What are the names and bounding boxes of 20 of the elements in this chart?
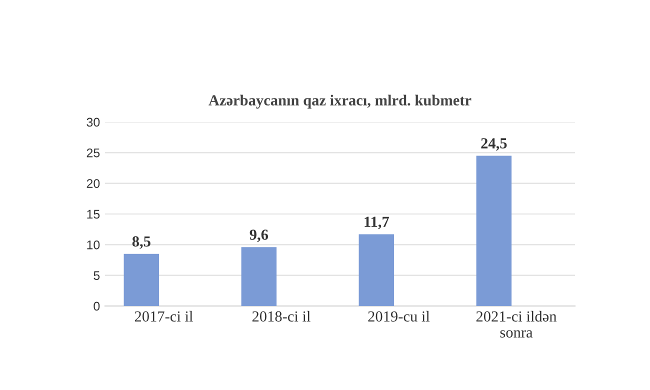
bar [476, 156, 512, 306]
y-tick-label: 30 [86, 118, 100, 127]
bar [358, 234, 394, 306]
x-tick-label: 2018-ci il [252, 310, 310, 322]
x-tick-label: 2021-ci ildən sonra [476, 310, 557, 338]
data-label: 11,7 [364, 216, 389, 230]
chart-title: Azərbaycanın qaz ixracı, mlrd. kubmetr [208, 94, 472, 109]
y-tick-label: 0 [94, 302, 100, 311]
y-tick-label: 25 [86, 148, 100, 158]
y-tick-label: 15 [87, 210, 100, 219]
data-label: 8,5 [132, 236, 150, 249]
y-tick-label: 20 [86, 179, 100, 188]
data-label: 9,6 [250, 230, 268, 242]
data-label: 24,5 [481, 138, 507, 151]
x-tick-label: 2017-ci il [134, 310, 193, 322]
x-tick-label: 2019-cu il [368, 310, 430, 322]
y-tick-label: 5 [94, 271, 100, 280]
bar [241, 247, 277, 306]
y-tick-label: 10 [87, 240, 100, 250]
bar [124, 254, 160, 306]
